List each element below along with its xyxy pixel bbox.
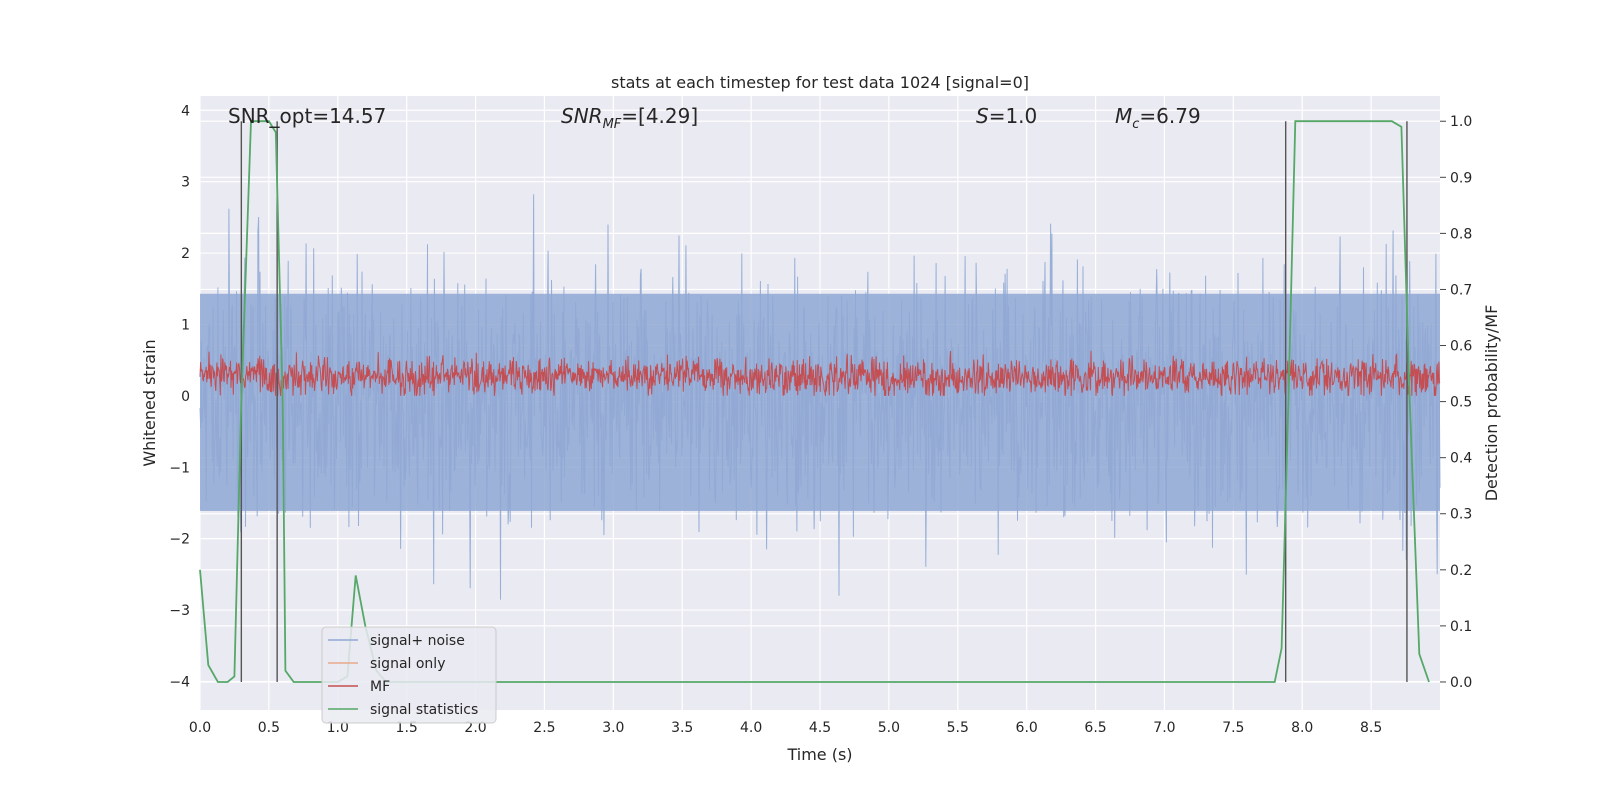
mc-symbol: M	[1115, 104, 1132, 128]
x-tick-label: 8.0	[1291, 720, 1313, 736]
x-tick-label: 3.0	[602, 720, 624, 736]
x-tick-label: 2.5	[533, 720, 555, 736]
y-right-tick-label: 0.1	[1450, 619, 1472, 635]
chart-title: stats at each timestep for test data 102…	[611, 73, 1029, 92]
y-axis-label: Whitened strain	[140, 339, 159, 466]
snr-mf-symbol: SNR	[561, 104, 603, 128]
x-tick-label: 5.5	[947, 720, 969, 736]
snr-mf-value: =[4.29]	[621, 104, 698, 128]
mf-series	[199, 350, 1441, 397]
y-right-tick-label: 0.9	[1450, 170, 1472, 186]
mf-line	[199, 350, 1441, 397]
mc-subscript: c	[1132, 117, 1139, 132]
x-tick-label: 1.5	[396, 720, 418, 736]
x-tick-label: 4.5	[809, 720, 831, 736]
y-tick-label: −2	[169, 532, 190, 548]
y-right-tick-label: 0.8	[1450, 226, 1472, 242]
s-annotation: S=1.0	[976, 104, 1037, 128]
y-tick-label: 4	[181, 103, 190, 119]
signal-noise-series	[199, 194, 1441, 600]
y-right-tick-label: 0.4	[1450, 451, 1472, 467]
legend-label-signal-statistics: signal statistics	[370, 702, 478, 718]
y-tick-label: −4	[169, 674, 190, 690]
x-tick-label: 7.0	[1153, 720, 1175, 736]
y-tick-label: 1	[181, 317, 190, 333]
y-right-tick-label: 0.0	[1450, 675, 1472, 691]
y-right-tick-label: 1.0	[1450, 114, 1472, 130]
y-tick-label: 2	[181, 246, 190, 262]
y-tick-label: 0	[181, 389, 190, 405]
s-symbol: S	[976, 104, 989, 128]
legend-label-signal-noise: signal+ noise	[370, 633, 465, 649]
snr-opt-annotation: SNR_opt=14.57	[228, 104, 386, 128]
x-tick-label: 5.0	[878, 720, 900, 736]
x-tick-label: 6.5	[1084, 720, 1106, 736]
x-tick-label: 4.0	[740, 720, 762, 736]
legend-label-signal-only: signal only	[370, 656, 445, 672]
legend-box	[321, 626, 497, 724]
mc-value: =6.79	[1139, 104, 1200, 128]
y-right-tick-label: 0.3	[1450, 507, 1472, 523]
snr-mf-annotation: SNRMF=[4.29]	[561, 104, 698, 132]
x-tick-label: 0.0	[189, 720, 211, 736]
y-tick-label: −1	[169, 460, 190, 476]
x-tick-label: 0.5	[258, 720, 280, 736]
y-right-tick-label: 0.7	[1450, 282, 1472, 298]
x-tick-label: 1.0	[327, 720, 349, 736]
y-right-tick-label: 0.5	[1450, 395, 1472, 411]
y-right-tick-label: 0.6	[1450, 339, 1472, 355]
mc-annotation: Mc=6.79	[1115, 104, 1201, 132]
x-axis-label: Time (s)	[786, 745, 852, 764]
y-right-tick-label: 0.2	[1450, 563, 1472, 579]
signal-noise-band	[200, 293, 1440, 511]
legend-label-mf: MF	[370, 679, 390, 695]
y-tick-label: 3	[181, 175, 190, 191]
x-tick-label: 7.5	[1222, 720, 1244, 736]
y-right-axis-label: Detection probability/MF	[1482, 305, 1501, 502]
snr-mf-subscript: MF	[603, 117, 622, 132]
x-tick-label: 3.5	[671, 720, 693, 736]
axis-ticks: 0.0 0.5 1.0 1.5 2.0 2.5 3.0 3.5 4.0 4.5 5.0 5.5 6.0 6…	[169, 103, 1472, 736]
x-tick-label: 2.0	[464, 720, 486, 736]
x-tick-label: 6.0	[1016, 720, 1038, 736]
legend: signal+ noise signal only MF signal stat…	[321, 626, 497, 724]
x-tick-label: 8.5	[1360, 720, 1382, 736]
s-value: =1.0	[989, 104, 1038, 128]
y-tick-label: −3	[169, 603, 190, 619]
